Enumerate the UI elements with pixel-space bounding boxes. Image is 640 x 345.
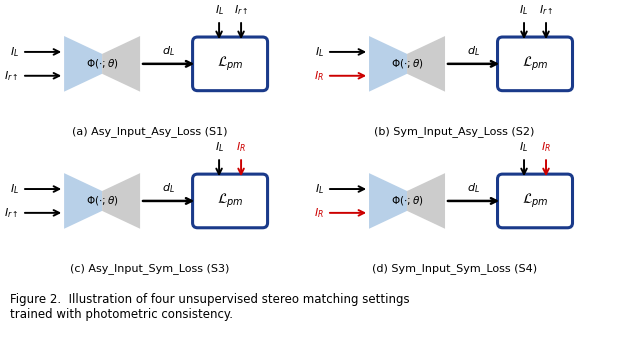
Text: $I_{r\uparrow}$: $I_{r\uparrow}$: [539, 3, 554, 17]
Text: $I_R$: $I_R$: [314, 206, 324, 220]
Text: $I_{r\uparrow}$: $I_{r\uparrow}$: [4, 206, 19, 220]
FancyBboxPatch shape: [497, 174, 573, 228]
Polygon shape: [102, 173, 140, 229]
FancyBboxPatch shape: [193, 174, 268, 228]
Text: $d_L$: $d_L$: [162, 181, 175, 195]
Text: $I_L$: $I_L$: [315, 45, 324, 59]
Polygon shape: [407, 173, 445, 229]
Text: $I_{r\uparrow}$: $I_{r\uparrow}$: [234, 3, 248, 17]
FancyBboxPatch shape: [497, 37, 573, 91]
Polygon shape: [64, 173, 102, 229]
Text: $d_L$: $d_L$: [467, 181, 480, 195]
FancyBboxPatch shape: [193, 37, 268, 91]
Text: $\Phi(\cdot;\theta)$: $\Phi(\cdot;\theta)$: [391, 195, 423, 207]
Text: $\Phi(\cdot;\theta)$: $\Phi(\cdot;\theta)$: [391, 57, 423, 70]
Polygon shape: [369, 36, 407, 92]
Text: $d_L$: $d_L$: [162, 44, 175, 58]
Text: (c) Asy_Input_Sym_Loss (S3): (c) Asy_Input_Sym_Loss (S3): [70, 264, 229, 275]
Text: $I_L$: $I_L$: [10, 45, 19, 59]
Text: $\mathcal{L}_{pm}$: $\mathcal{L}_{pm}$: [522, 55, 548, 73]
Text: Figure 2.  Illustration of four unsupervised stereo matching settings
trained wi: Figure 2. Illustration of four unsupervi…: [10, 293, 410, 321]
Text: $I_R$: $I_R$: [314, 69, 324, 83]
Text: $I_L$: $I_L$: [520, 140, 529, 154]
Text: (b) Sym_Input_Asy_Loss (S2): (b) Sym_Input_Asy_Loss (S2): [374, 127, 535, 137]
Text: $d_L$: $d_L$: [467, 44, 480, 58]
Polygon shape: [102, 36, 140, 92]
Text: $\Phi(\cdot;\theta)$: $\Phi(\cdot;\theta)$: [86, 195, 118, 207]
Text: $\Phi(\cdot;\theta)$: $\Phi(\cdot;\theta)$: [86, 57, 118, 70]
Text: $I_L$: $I_L$: [214, 140, 223, 154]
Text: $I_R$: $I_R$: [541, 140, 551, 154]
Text: (a) Asy_Input_Asy_Loss (S1): (a) Asy_Input_Asy_Loss (S1): [72, 127, 227, 137]
Text: $I_L$: $I_L$: [214, 3, 223, 17]
Text: $\mathcal{L}_{pm}$: $\mathcal{L}_{pm}$: [217, 192, 243, 210]
Polygon shape: [407, 36, 445, 92]
Text: $I_L$: $I_L$: [10, 182, 19, 196]
Text: $I_R$: $I_R$: [236, 140, 246, 154]
Text: $I_{r\uparrow}$: $I_{r\uparrow}$: [4, 69, 19, 83]
Text: $\mathcal{L}_{pm}$: $\mathcal{L}_{pm}$: [522, 192, 548, 210]
Polygon shape: [369, 173, 407, 229]
Text: $I_L$: $I_L$: [520, 3, 529, 17]
Text: $I_L$: $I_L$: [315, 182, 324, 196]
Text: $\mathcal{L}_{pm}$: $\mathcal{L}_{pm}$: [217, 55, 243, 73]
Polygon shape: [64, 36, 102, 92]
Text: (d) Sym_Input_Sym_Loss (S4): (d) Sym_Input_Sym_Loss (S4): [372, 264, 537, 275]
